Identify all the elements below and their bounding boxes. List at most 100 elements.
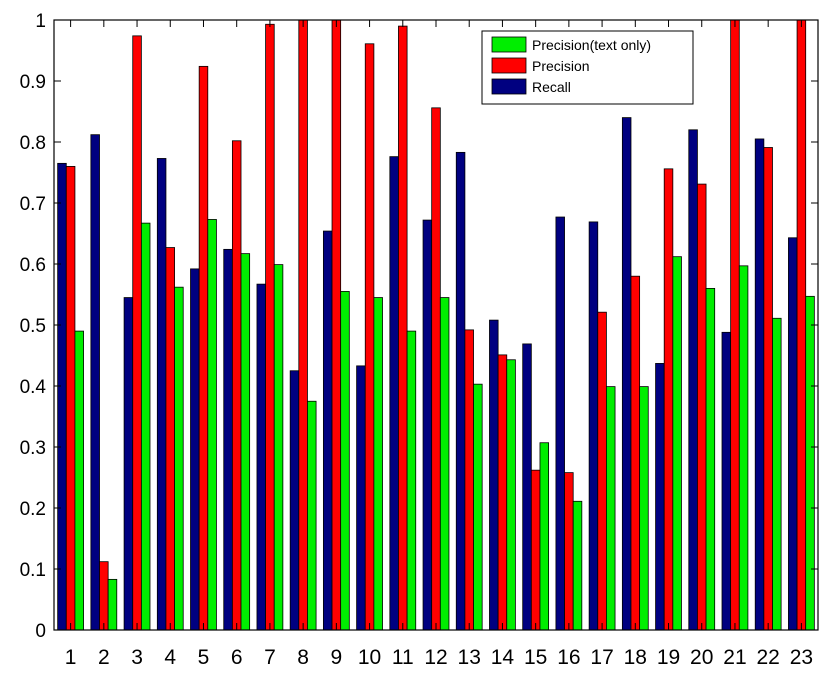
bar-recall-7 xyxy=(256,283,266,631)
bars-group xyxy=(57,19,815,631)
y-tick-label: 0.9 xyxy=(20,72,46,93)
bar-precision-text-only-7 xyxy=(273,264,284,631)
y-tick-label: 0.6 xyxy=(20,255,46,276)
x-tick-label: 3 xyxy=(131,646,143,669)
bar-precision-text-only-2 xyxy=(107,578,118,631)
x-tick-label: 16 xyxy=(557,646,580,669)
x-tick-label: 14 xyxy=(491,646,515,669)
bar-recall-15 xyxy=(522,343,532,631)
y-tick-label: 1 xyxy=(35,11,46,32)
bar-precision-10 xyxy=(364,43,375,631)
y-tick-label: 0.3 xyxy=(20,438,46,459)
bar-precision-text-only-14 xyxy=(506,359,516,631)
bar-precision-text-only-16 xyxy=(572,500,583,631)
x-tick-label: 5 xyxy=(198,646,210,669)
x-tick-label: 7 xyxy=(264,646,276,669)
bar-precision-text-only-4 xyxy=(174,286,184,631)
bar-precision-text-only-21 xyxy=(738,265,749,631)
bar-recall-1 xyxy=(57,162,67,631)
bar-recall-3 xyxy=(123,297,134,631)
x-tick-label: 6 xyxy=(231,646,243,669)
x-tick-label: 10 xyxy=(358,646,381,669)
bar-precision-13 xyxy=(464,329,474,631)
x-tick-label: 4 xyxy=(164,646,176,669)
bar-precision-text-only-15 xyxy=(539,442,550,631)
bar-recall-12 xyxy=(422,219,433,631)
legend-label: Precision(text only) xyxy=(532,37,651,53)
legend-swatch xyxy=(491,36,527,53)
bar-precision-7 xyxy=(265,23,275,631)
bar-recall-11 xyxy=(389,156,399,631)
bar-precision-text-only-9 xyxy=(340,291,350,631)
y-tick-label: 0.5 xyxy=(20,316,46,337)
x-tick-label: 20 xyxy=(690,646,713,669)
bar-recall-14 xyxy=(489,319,499,631)
legend-swatch xyxy=(491,78,527,95)
bar-precision-2 xyxy=(99,561,109,631)
bar-recall-6 xyxy=(223,248,233,631)
bar-recall-23 xyxy=(788,237,798,631)
bar-precision-text-only-3 xyxy=(140,222,151,631)
y-tick-label: 0.4 xyxy=(20,377,47,398)
bar-recall-10 xyxy=(356,365,366,631)
y-axis: 0 0.1 0.2 0.3 0.4 0.5 0.6 0.7 0.8 0.9 1 xyxy=(20,11,818,642)
y-tick-label: 0.7 xyxy=(20,194,46,215)
bar-recall-21 xyxy=(721,331,732,631)
bar-recall-4 xyxy=(156,158,167,631)
x-tick-label: 11 xyxy=(392,646,414,669)
x-tick-label: 13 xyxy=(458,646,481,669)
bar-precision-text-only-10 xyxy=(373,297,383,631)
x-axis: 1 2 3 4 5 6 7 8 9 10 11 12 13 14 15 16 17 18 19 20 21 22 23 xyxy=(65,20,813,669)
bar-precision-text-only-13 xyxy=(473,383,483,631)
bar-recall-17 xyxy=(588,221,599,631)
bar-precision-text-only-8 xyxy=(307,400,317,631)
bar-precision-text-only-11 xyxy=(406,330,417,631)
bar-precision-text-only-23 xyxy=(805,295,815,631)
bar-precision-1 xyxy=(65,165,76,631)
bar-precision-4 xyxy=(165,247,175,631)
bar-recall-5 xyxy=(190,268,200,631)
x-tick-label: 22 xyxy=(756,646,779,669)
x-tick-label: 1 xyxy=(65,646,77,669)
bar-precision-19 xyxy=(663,168,674,631)
bar-precision-text-only-18 xyxy=(639,386,649,631)
bar-precision-text-only-17 xyxy=(606,386,616,631)
bar-precision-3 xyxy=(132,35,142,631)
bar-precision-text-only-22 xyxy=(772,317,782,631)
x-tick-label: 23 xyxy=(790,646,813,669)
bar-recall-18 xyxy=(621,117,632,631)
bar-recall-22 xyxy=(754,138,765,631)
bar-precision-21 xyxy=(730,19,740,631)
bar-precision-text-only-20 xyxy=(705,287,716,631)
x-tick-label: 9 xyxy=(331,646,343,669)
bar-precision-12 xyxy=(431,107,441,631)
bar-precision-5 xyxy=(198,65,209,631)
y-tick-label: 0.2 xyxy=(20,499,46,520)
bar-precision-16 xyxy=(564,472,574,631)
bar-precision-text-only-19 xyxy=(672,256,682,631)
bar-recall-19 xyxy=(655,363,665,631)
bar-precision-text-only-12 xyxy=(439,297,450,631)
bar-precision-22 xyxy=(763,147,773,631)
y-tick-label: 0.8 xyxy=(20,133,46,154)
bar-precision-text-only-6 xyxy=(240,253,251,631)
bar-precision-8 xyxy=(298,19,308,631)
legend-label: Recall xyxy=(532,79,571,95)
x-tick-label: 2 xyxy=(98,646,110,669)
bar-precision-15 xyxy=(530,469,541,631)
y-tick-label: 0 xyxy=(35,621,46,642)
x-tick-label: 17 xyxy=(590,646,613,669)
legend-swatch xyxy=(491,57,527,74)
legend-label: Precision xyxy=(532,58,590,74)
bar-precision-17 xyxy=(597,311,607,631)
bar-recall-8 xyxy=(289,370,300,631)
bar-precision-14 xyxy=(497,354,508,631)
bar-precision-11 xyxy=(398,25,408,631)
x-tick-label: 19 xyxy=(657,646,680,669)
legend: Precision(text only) Precision Recall xyxy=(481,30,694,105)
bar-recall-13 xyxy=(455,151,466,631)
bar-precision-text-only-1 xyxy=(74,330,84,631)
x-tick-label: 18 xyxy=(624,646,647,669)
bar-precision-6 xyxy=(231,140,242,631)
